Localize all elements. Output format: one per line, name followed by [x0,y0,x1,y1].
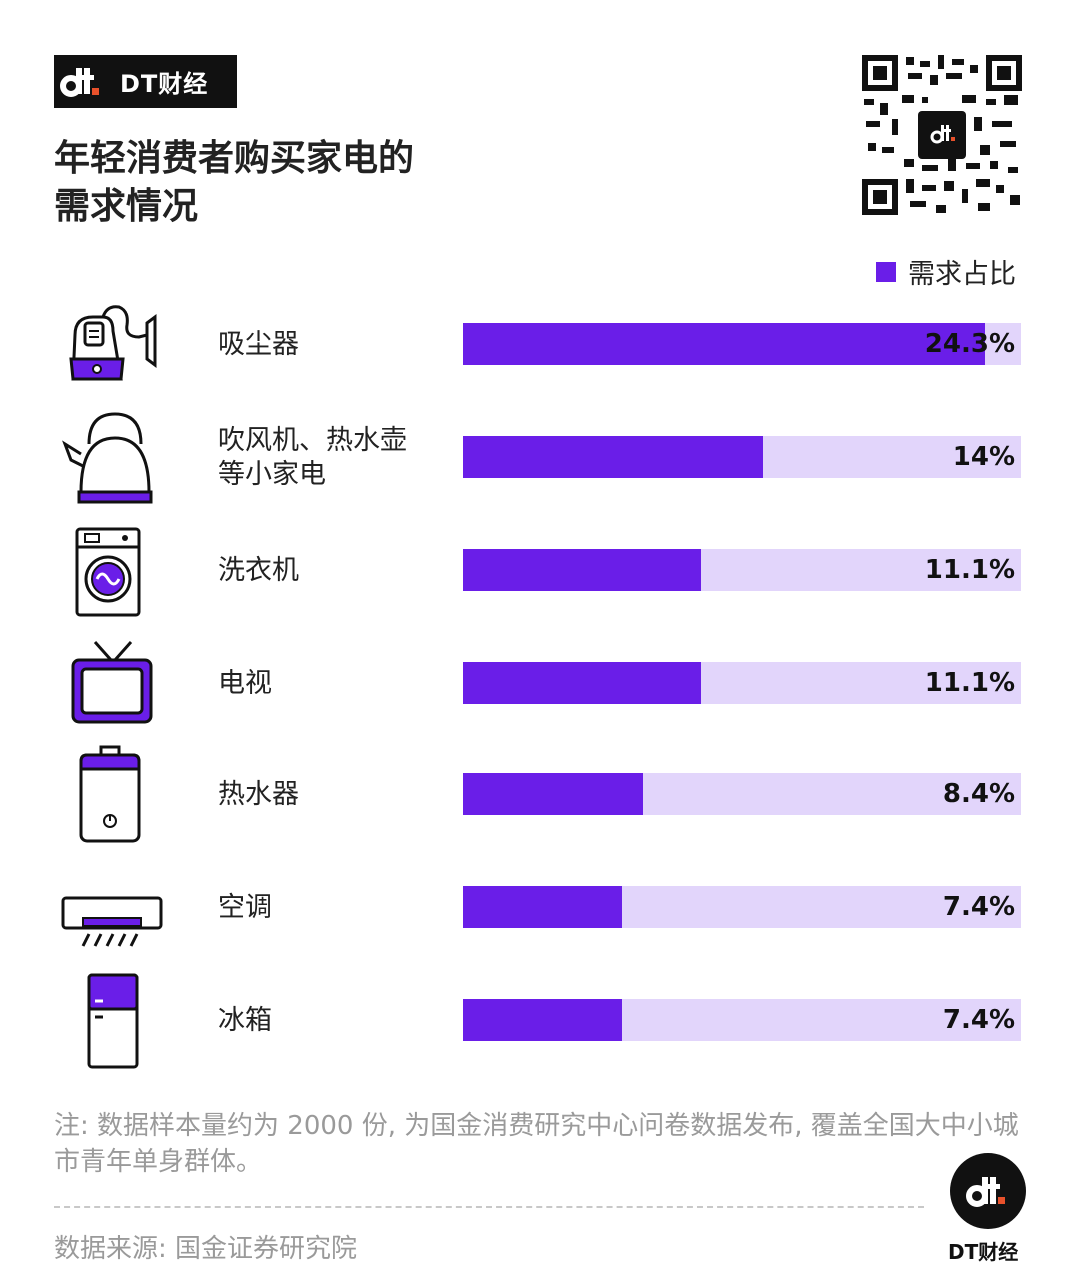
vacuum-cleaner-icon [55,295,165,395]
brand-footer-text: DT财经 [948,1240,1019,1264]
dt-logo-icon [54,55,110,108]
chart-title: 年轻消费者购买家电的 需求情况 [54,138,415,227]
bar [463,886,622,928]
bar-track: 11.1% [463,662,1021,704]
chart-row: 吹风机、热水壶 等小家电 14% [0,408,1080,508]
legend-swatch [876,261,896,282]
category-label: 空调 [218,892,272,923]
category-label: 电视 [218,668,272,699]
bar-track: 7.4% [463,886,1021,928]
brand-circle-logo [950,1153,1026,1229]
chart-row: 电视 11.1% [0,634,1080,734]
bar [463,773,643,815]
bar-track: 11.1% [463,549,1021,591]
chart-row: 空调 7.4% [0,858,1080,958]
data-label: 11.1% [924,555,1015,585]
category-label: 热水器 [218,779,299,810]
water-heater-icon [55,745,165,845]
data-label: 24.3% [924,329,1015,359]
bar [463,999,622,1041]
data-label: 7.4% [942,1005,1015,1035]
category-label: 冰箱 [218,1005,272,1036]
kettle-icon [55,408,165,508]
bar-track: 7.4% [463,999,1021,1041]
brand-logo: DT财经 [54,55,237,108]
bar [463,323,985,365]
data-label: 7.4% [942,892,1015,922]
bar-track: 24.3% [463,323,1021,365]
bar [463,549,701,591]
data-label: 14% [952,442,1015,472]
data-label: 8.4% [942,779,1015,809]
bar-track: 14% [463,436,1021,478]
category-label: 吹风机、热水壶 等小家电 [218,425,407,490]
chart-row: 洗衣机 11.1% [0,521,1080,621]
bar [463,436,763,478]
legend-label: 需求占比 [908,259,1016,290]
washing-machine-icon [55,521,165,621]
divider [54,1206,924,1208]
brand-logo-text: DT财经 [120,70,209,98]
chart-legend: 需求占比 [876,252,1016,291]
tv-icon [55,634,165,734]
air-conditioner-icon [55,858,165,958]
chart-row: 吸尘器 24.3% [0,295,1080,395]
fridge-icon [55,971,165,1071]
data-label: 11.1% [924,668,1015,698]
qr-code-icon [862,55,1022,215]
bar [463,662,701,704]
data-source: 数据来源: 国金证券研究院 [54,1234,358,1264]
chart-row: 冰箱 7.4% [0,971,1080,1071]
chart-row: 热水器 8.4% [0,745,1080,845]
bar-track: 8.4% [463,773,1021,815]
category-label: 洗衣机 [218,555,299,586]
footnote: 注: 数据样本量约为 2000 份, 为国金消费研究中心问卷数据发布, 覆盖全国… [54,1111,1019,1177]
category-label: 吸尘器 [218,329,299,360]
